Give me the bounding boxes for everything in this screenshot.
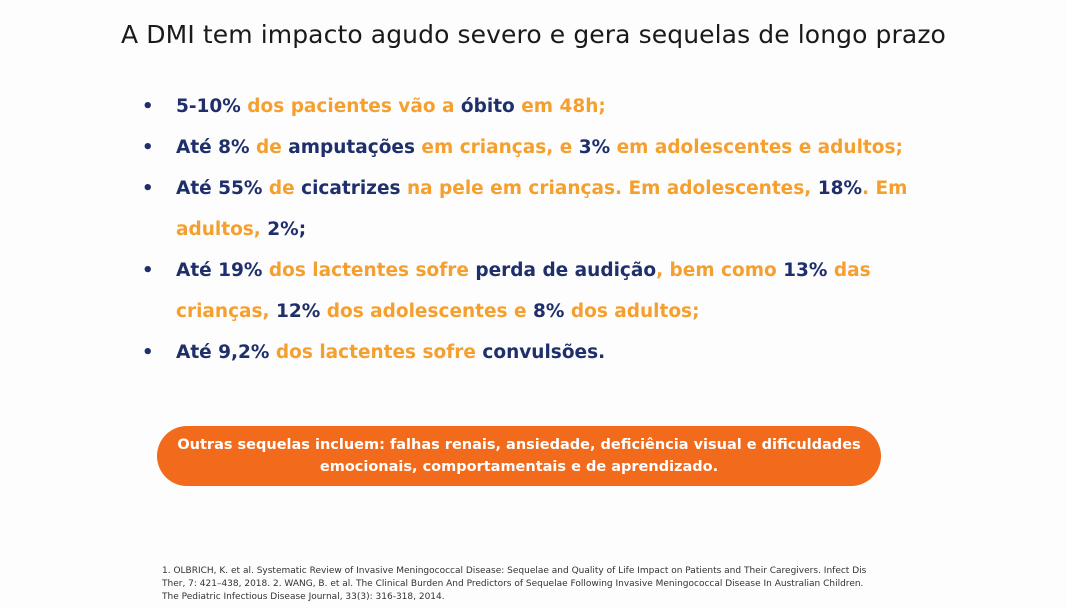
bullet-fragment: dos adultos; <box>564 301 700 322</box>
slide-title: A DMI tem impacto agudo severo e gera se… <box>121 20 946 49</box>
bullet-item: • Até 55% de cicatrizes na pele em crian… <box>136 168 956 250</box>
bullet-highlight: ; <box>298 219 307 240</box>
bullet-text: Até 8% de amputações em crianças, e 3% e… <box>176 137 903 158</box>
bullet-highlight: amputações <box>288 137 415 158</box>
bullet-item: • Até 9,2% dos lactentes sofre convulsõe… <box>136 332 956 373</box>
bullet-item: • Até 19% dos lactentes sofre perda de a… <box>136 250 956 332</box>
bullet-highlight: 13% <box>783 260 828 281</box>
bullet-text: Até 9,2% dos lactentes sofre convulsões. <box>176 342 605 363</box>
bullet-highlight: 12% <box>276 301 321 322</box>
bullet-dot-icon: • <box>142 342 154 363</box>
bullet-fragment: de <box>249 137 289 158</box>
bullet-dot-icon: • <box>142 178 154 199</box>
bullet-dot-icon: • <box>142 96 154 117</box>
reference-line: 1. OLBRICH, K. et al. Systematic Review … <box>162 566 867 576</box>
bullet-fragment: em 48h; <box>514 96 606 117</box>
bullet-fragment: em adolescentes e adultos; <box>610 137 903 158</box>
references: 1. OLBRICH, K. et al. Systematic Review … <box>162 565 932 604</box>
bullet-text: Até 55% de cicatrizes na pele em criança… <box>176 178 907 240</box>
bullet-item: • Até 8% de amputações em crianças, e 3%… <box>136 127 956 168</box>
callout-line-1: Outras sequelas incluem: falhas renais, … <box>177 437 861 453</box>
bullet-highlight: perda de audição <box>475 260 657 281</box>
bullet-highlight: convulsões. <box>482 342 606 363</box>
bullet-item: • 5-10% dos pacientes vão a óbito em 48h… <box>136 86 956 127</box>
bullet-highlight: 3% <box>578 137 611 158</box>
bullet-fragment: na pele em crianças. Em adolescentes, <box>400 178 818 199</box>
bullet-dot-icon: • <box>142 137 154 158</box>
bullet-fragment: de <box>262 178 302 199</box>
bullet-fragment: . Em adultos, <box>176 178 908 240</box>
reference-line: The Pediatric Infectious Disease Journal… <box>162 592 445 602</box>
bullet-fragment: , bem como <box>656 260 784 281</box>
reference-line: Ther, 7: 421–438, 2018. 2. WANG, B. et a… <box>162 579 864 589</box>
bullet-fragment: dos pacientes vão a <box>240 96 461 117</box>
bullet-text: 5-10% dos pacientes vão a óbito em 48h; <box>176 96 606 117</box>
bullet-highlight: Até 9,2% <box>176 342 270 363</box>
bullet-text: Até 19% dos lactentes sofre perda de aud… <box>176 260 871 322</box>
callout-line-2: emocionais, comportamentais e de aprendi… <box>319 459 719 475</box>
bullet-highlight: cicatrizes <box>301 178 401 199</box>
bullet-highlight: 2% <box>267 219 299 240</box>
bullet-list: • 5-10% dos pacientes vão a óbito em 48h… <box>136 86 956 373</box>
bullet-fragment: dos lactentes sofre <box>262 260 476 281</box>
sequelae-callout: Outras sequelas incluem: falhas renais, … <box>157 426 881 486</box>
bullet-fragment: dos lactentes sofre <box>269 342 483 363</box>
bullet-dot-icon: • <box>142 260 154 281</box>
bullet-fragment: em crianças, e <box>414 137 579 158</box>
bullet-highlight: 8% <box>533 301 565 322</box>
bullet-fragment: das crianças, <box>176 260 871 322</box>
bullet-highlight: 18% <box>817 178 862 199</box>
bullet-fragment: dos adolescentes e <box>320 301 533 322</box>
bullet-highlight: Até 8% <box>176 137 250 158</box>
bullet-highlight: óbito <box>460 96 515 117</box>
bullet-highlight: 5-10% <box>176 96 241 117</box>
bullet-highlight: Até 19% <box>176 260 263 281</box>
bullet-highlight: Até 55% <box>176 178 263 199</box>
